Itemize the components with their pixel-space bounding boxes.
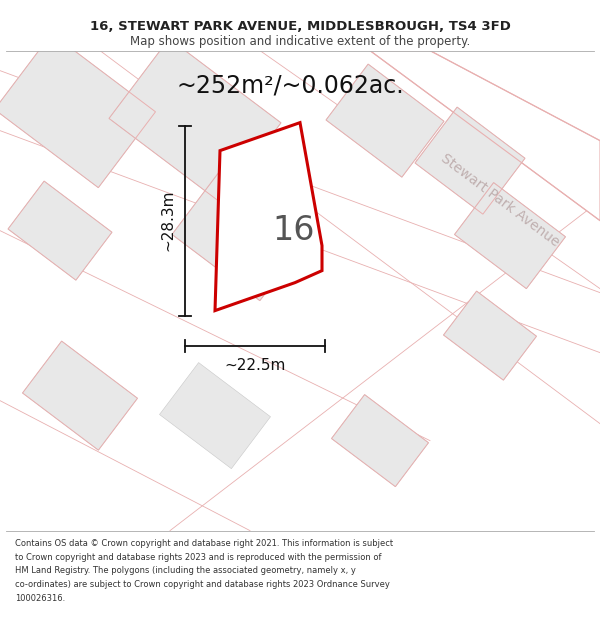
Text: 16, STEWART PARK AVENUE, MIDDLESBROUGH, TS4 3FD: 16, STEWART PARK AVENUE, MIDDLESBROUGH, … (89, 21, 511, 33)
Polygon shape (8, 181, 112, 280)
Polygon shape (370, 51, 600, 221)
Text: ~252m²/~0.062ac.: ~252m²/~0.062ac. (176, 74, 404, 98)
Text: HM Land Registry. The polygons (including the associated geometry, namely x, y: HM Land Registry. The polygons (includin… (15, 566, 356, 575)
Text: 16: 16 (273, 214, 315, 247)
Text: 100026316.: 100026316. (15, 594, 65, 602)
Polygon shape (172, 171, 308, 301)
Text: Map shows position and indicative extent of the property.: Map shows position and indicative extent… (130, 36, 470, 48)
Polygon shape (0, 34, 155, 188)
Polygon shape (215, 122, 322, 311)
Text: ~22.5m: ~22.5m (224, 357, 286, 372)
Text: ~28.3m: ~28.3m (160, 190, 175, 251)
Polygon shape (326, 64, 444, 177)
Polygon shape (23, 341, 137, 450)
Text: Stewart Park Avenue: Stewart Park Avenue (438, 151, 562, 250)
Polygon shape (415, 107, 525, 214)
Polygon shape (455, 182, 565, 289)
Polygon shape (109, 39, 281, 202)
Text: Contains OS data © Crown copyright and database right 2021. This information is : Contains OS data © Crown copyright and d… (15, 539, 393, 548)
Text: co-ordinates) are subject to Crown copyright and database rights 2023 Ordnance S: co-ordinates) are subject to Crown copyr… (15, 580, 390, 589)
Polygon shape (160, 362, 271, 469)
Text: to Crown copyright and database rights 2023 and is reproduced with the permissio: to Crown copyright and database rights 2… (15, 552, 382, 561)
Polygon shape (443, 291, 536, 380)
Polygon shape (332, 394, 428, 487)
